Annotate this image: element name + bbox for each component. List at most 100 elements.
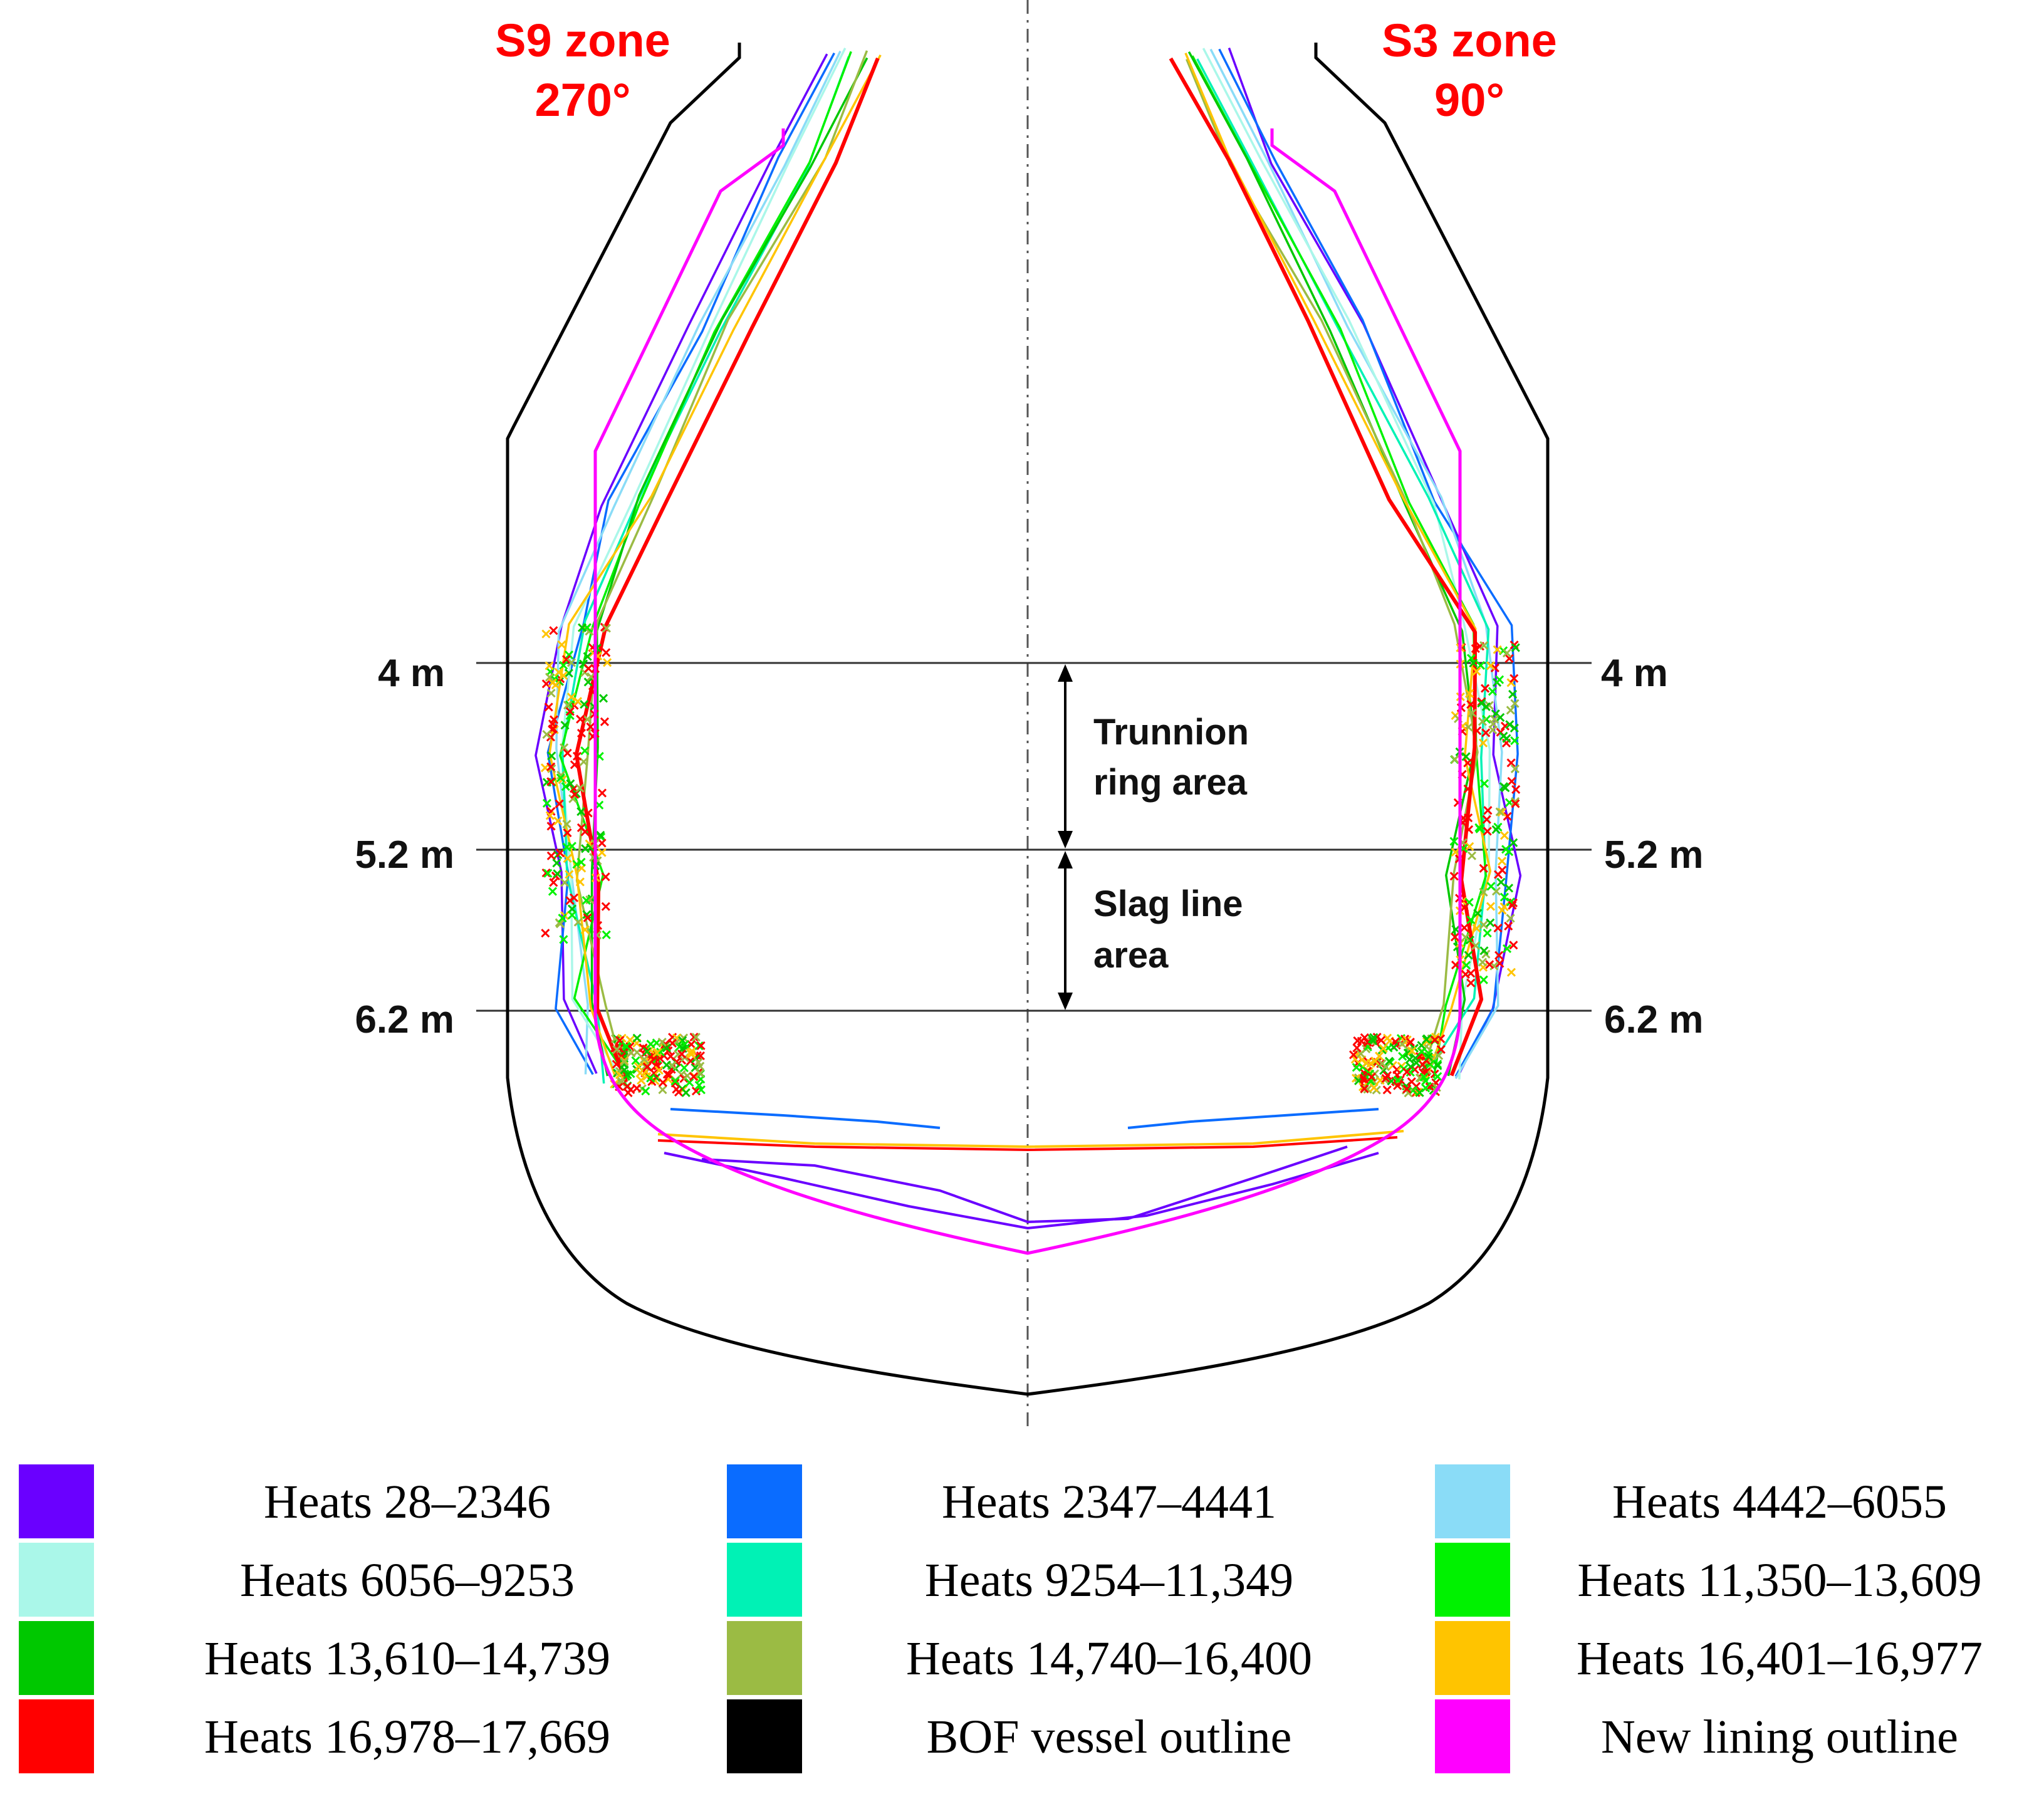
wear-marker [632, 1083, 642, 1093]
wear-marker [1506, 914, 1515, 923]
wear-marker [1464, 825, 1474, 835]
wear-marker [601, 872, 610, 882]
wear-marker [1402, 1067, 1412, 1077]
wear-marker [694, 1080, 704, 1090]
wear-marker [1382, 1085, 1392, 1095]
right-zone-name: S3 zone [1382, 14, 1557, 66]
wear-marker [1419, 1072, 1429, 1082]
wear-marker [1408, 1086, 1417, 1095]
wear-marker [662, 1060, 671, 1070]
wear-marker [1379, 1044, 1388, 1053]
wear-marker [573, 917, 583, 927]
wear-trace-bottom-0 [664, 1152, 1379, 1230]
wear-marker [576, 857, 586, 867]
wear-marker [565, 896, 575, 905]
wear-marker [654, 1065, 664, 1075]
wear-marker [1422, 1035, 1431, 1044]
wear-marker [576, 807, 586, 816]
wear-marker [640, 1055, 649, 1064]
wear-marker [625, 1035, 635, 1045]
wear-marker [558, 914, 567, 923]
legend-label-3: Heats 6056–9253 [240, 1554, 575, 1607]
wear-marker [565, 870, 574, 879]
depth-label-right-4m: 4 m [1601, 652, 1668, 695]
wear-trace-bottom-2 [670, 1108, 941, 1129]
wear-marker [583, 652, 592, 661]
wear-marker [1463, 784, 1473, 794]
wear-marker [584, 664, 593, 673]
wear-marker [1494, 951, 1504, 960]
wear-marker [1384, 1056, 1394, 1066]
wear-marker [1366, 1058, 1375, 1068]
wear-marker [587, 672, 596, 682]
wear-marker [679, 1063, 689, 1073]
wear-marker [1473, 726, 1482, 736]
wear-marker [1504, 654, 1514, 663]
wear-marker [597, 838, 607, 848]
wear-marker [1466, 978, 1476, 988]
wear-trace-left-7 [575, 50, 868, 1084]
wear-marker [1467, 851, 1477, 860]
wear-marker [583, 714, 592, 724]
wear-marker [670, 1078, 680, 1088]
wear-marker [1510, 674, 1519, 683]
wear-marker [1483, 827, 1492, 836]
wear-marker [646, 1073, 655, 1083]
wear-marker [622, 1082, 632, 1092]
wear-marker [545, 661, 554, 670]
wear-marker [1360, 1033, 1369, 1043]
legend-swatch-2 [1435, 1464, 1510, 1538]
wear-marker [632, 1033, 642, 1043]
wear-marker [542, 798, 551, 808]
wear-marker [1506, 967, 1516, 977]
wear-marker [677, 1050, 687, 1059]
wear-marker [1463, 758, 1473, 768]
wear-marker [658, 1078, 667, 1087]
wear-marker [1369, 1083, 1379, 1093]
wear-marker [1382, 1071, 1392, 1080]
wear-marker [617, 1052, 627, 1061]
wear-marker [559, 670, 568, 681]
wear-marker [1479, 975, 1488, 984]
wear-marker [1495, 807, 1504, 816]
wear-marker [1506, 706, 1515, 715]
wear-marker [597, 848, 607, 857]
wear-marker [1499, 831, 1510, 840]
wear-marker [1479, 946, 1489, 956]
right-zone-angle: 90° [1434, 74, 1504, 126]
wear-marker [580, 925, 590, 934]
wear-marker [1483, 928, 1492, 938]
wear-marker [602, 623, 611, 633]
legend-swatch-9 [19, 1699, 94, 1773]
wear-marker [553, 816, 563, 826]
wear-marker [543, 868, 553, 878]
wear-marker [1486, 918, 1495, 927]
left-zone-name: S9 zone [495, 14, 670, 66]
wear-marker [1502, 649, 1512, 658]
wear-marker [1469, 659, 1478, 668]
wear-marker [1352, 1043, 1362, 1053]
wear-marker [1431, 1032, 1441, 1042]
legend-label-10: BOF vessel outline [927, 1711, 1292, 1763]
wear-marker [546, 689, 556, 698]
wear-marker [567, 910, 577, 920]
wear-marker [555, 918, 564, 927]
wear-marker [565, 707, 575, 716]
wear-marker [555, 799, 564, 808]
wear-marker [1424, 1052, 1433, 1061]
wear-marker [545, 811, 555, 820]
wear-marker [549, 878, 558, 887]
wear-trace-bottom-4 [657, 1136, 1398, 1152]
slag-line-area-arrow [1058, 851, 1073, 1010]
wear-marker [1504, 884, 1514, 893]
wear-marker [1398, 1051, 1407, 1061]
wear-marker [666, 1051, 675, 1061]
wear-marker [580, 746, 590, 756]
wear-marker [642, 1047, 652, 1056]
wear-traces [534, 47, 1522, 1230]
wear-marker [1402, 1084, 1412, 1093]
wear-marker [1478, 957, 1488, 967]
wear-marker [1482, 815, 1491, 824]
wear-marker [1494, 675, 1504, 684]
legend-label-1: Heats 2347–4441 [942, 1476, 1276, 1528]
